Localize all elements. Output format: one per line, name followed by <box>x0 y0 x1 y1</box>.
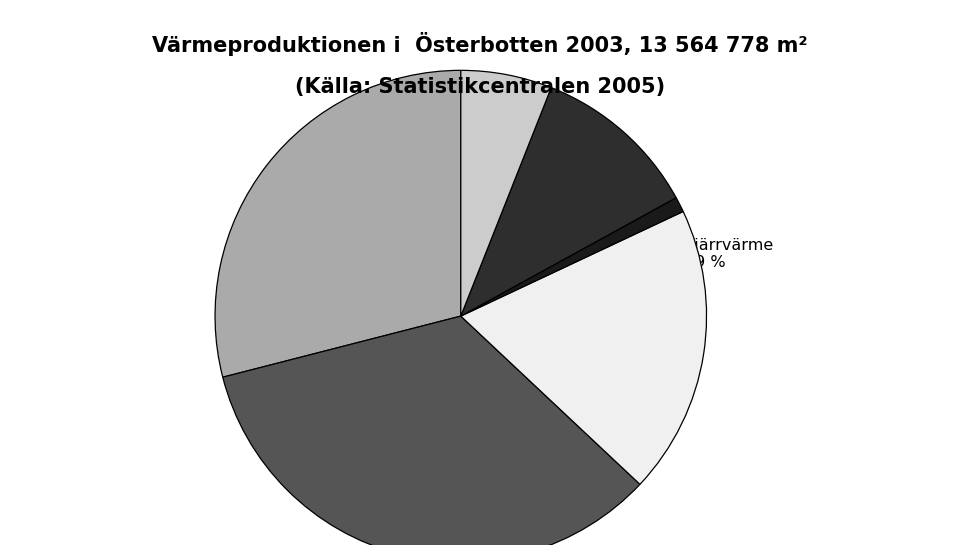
Text: Övr. inkl. Jordvärme
6 %: Övr. inkl. Jordvärme 6 % <box>383 123 541 159</box>
Wedge shape <box>461 211 707 485</box>
Wedge shape <box>223 316 640 545</box>
Wedge shape <box>461 198 684 316</box>
Text: Trä,torv
11 %: Trä,torv 11 % <box>305 187 367 220</box>
Text: Värmeproduktionen i  Österbotten 2003, 13 564 778 m²: Värmeproduktionen i Österbotten 2003, 13… <box>153 32 807 56</box>
Text: Fjärrvärme
29 %: Fjärrvärme 29 % <box>685 238 774 270</box>
Wedge shape <box>215 70 461 377</box>
Text: Stenkol
1 %: Stenkol 1 % <box>284 238 343 270</box>
Wedge shape <box>461 70 551 316</box>
Text: Olja
34 %: Olja 34 % <box>479 452 519 485</box>
Wedge shape <box>461 88 676 316</box>
Text: (Källa: Statistikcentralen 2005): (Källa: Statistikcentralen 2005) <box>295 77 665 97</box>
Text: El
19 %: El 19 % <box>278 301 319 334</box>
